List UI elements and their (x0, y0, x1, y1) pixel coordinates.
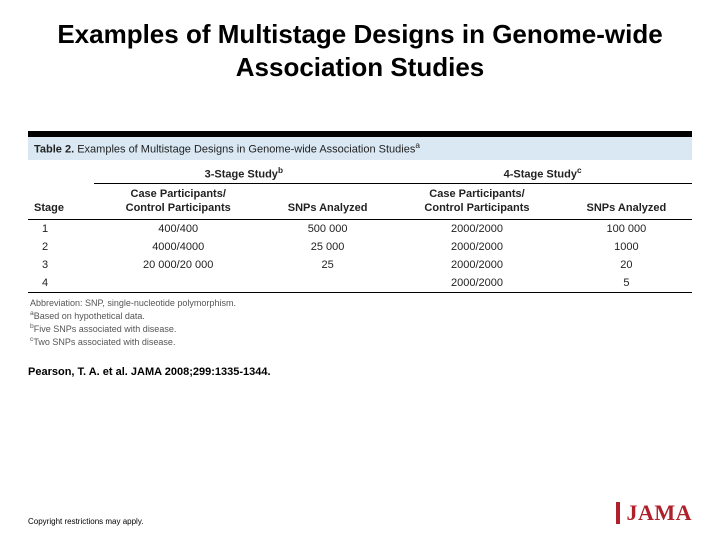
table-row: 2 4000/4000 25 000 2000/2000 1000 (28, 238, 692, 256)
table-caption-sup: a (415, 141, 420, 150)
col-case-ctrl-4: Case Participants/Control Participants (393, 184, 561, 219)
group-header-4stage: 4-Stage Study (504, 168, 577, 180)
jama-logo: JAMA (616, 500, 692, 526)
table-row: 4 2000/2000 5 (28, 274, 692, 293)
cell-snp4: 100 000 (561, 219, 692, 238)
cell-cc4: 2000/2000 (393, 274, 561, 293)
cell-snp3: 500 000 (262, 219, 393, 238)
table-body: 1 400/400 500 000 2000/2000 100 000 2 40… (28, 219, 692, 292)
cell-cc3: 4000/4000 (94, 238, 262, 256)
col-case-ctrl-3: Case Participants/Control Participants (94, 184, 262, 219)
cell-cc4: 2000/2000 (393, 238, 561, 256)
table-group-header-row: 3-Stage Studyb 4-Stage Studyc (28, 160, 692, 184)
cell-snp3 (262, 274, 393, 293)
table-caption: Table 2. Examples of Multistage Designs … (28, 137, 692, 160)
copyright-text: Copyright restrictions may apply. (28, 517, 143, 526)
col-snps-4: SNPs Analyzed (561, 184, 692, 219)
cell-cc3 (94, 274, 262, 293)
group-header-3stage: 3-Stage Study (205, 168, 278, 180)
cell-stage: 2 (28, 238, 94, 256)
table-caption-label: Table 2. (34, 144, 74, 156)
cell-stage: 3 (28, 256, 94, 274)
table-caption-text: Examples of Multistage Designs in Genome… (74, 144, 415, 156)
cell-stage: 4 (28, 274, 94, 293)
footnote-a: Based on hypothetical data. (34, 311, 145, 321)
cell-snp4: 1000 (561, 238, 692, 256)
cell-snp3: 25 000 (262, 238, 393, 256)
footnote-b: Five SNPs associated with disease. (34, 324, 177, 334)
table-row: 1 400/400 500 000 2000/2000 100 000 (28, 219, 692, 238)
cell-snp4: 20 (561, 256, 692, 274)
col-stage: Stage (28, 184, 94, 219)
jama-logo-text: JAMA (626, 500, 692, 526)
cell-snp4: 5 (561, 274, 692, 293)
footnote-abbrev: Abbreviation: SNP, single-nucleotide pol… (30, 297, 690, 309)
cell-cc4: 2000/2000 (393, 256, 561, 274)
table-row: 3 20 000/20 000 25 2000/2000 20 (28, 256, 692, 274)
footnote-c: Two SNPs associated with disease. (33, 337, 175, 347)
citation: Pearson, T. A. et al. JAMA 2008;299:1335… (28, 366, 720, 378)
cell-cc3: 400/400 (94, 219, 262, 238)
footer: Copyright restrictions may apply. JAMA (0, 500, 720, 526)
jama-logo-pipe (616, 502, 620, 524)
table-footnotes: Abbreviation: SNP, single-nucleotide pol… (28, 293, 692, 349)
table-block: Table 2. Examples of Multistage Designs … (28, 131, 692, 348)
cell-cc3: 20 000/20 000 (94, 256, 262, 274)
table-sub-header-row: Stage Case Participants/Control Particip… (28, 184, 692, 219)
group-header-3stage-sup: b (278, 166, 283, 175)
col-snps-3: SNPs Analyzed (262, 184, 393, 219)
group-header-4stage-sup: c (577, 166, 582, 175)
slide-title: Examples of Multistage Designs in Genome… (0, 0, 720, 91)
cell-stage: 1 (28, 219, 94, 238)
cell-snp3: 25 (262, 256, 393, 274)
cell-cc4: 2000/2000 (393, 219, 561, 238)
data-table: 3-Stage Studyb 4-Stage Studyc Stage Case… (28, 160, 692, 293)
